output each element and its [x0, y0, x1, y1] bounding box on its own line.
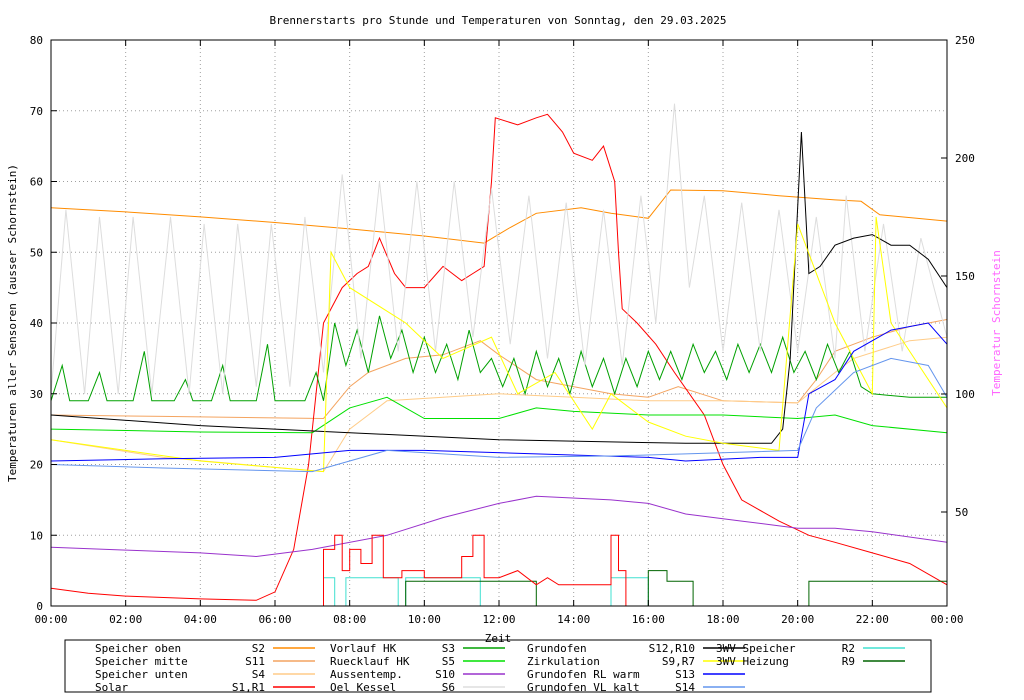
- legend-label: Solar: [95, 681, 128, 694]
- legend-label: Oel Kessel: [330, 681, 396, 694]
- legend-sensor: S13: [675, 668, 695, 681]
- x-tick-label: 10:00: [408, 613, 441, 626]
- x-tick-label: 16:00: [632, 613, 665, 626]
- series-line-grundofen-rl-warm: [50, 322, 948, 462]
- legend-label: Vorlauf HK: [330, 642, 397, 655]
- y2-tick-label: 200: [955, 152, 975, 165]
- x-tick-label: 00:00: [34, 613, 67, 626]
- series-line-oel-kessel: [50, 103, 948, 394]
- legend-sensor: S6: [442, 681, 455, 694]
- y-tick-label: 60: [30, 176, 43, 189]
- y-tick-label: 70: [30, 105, 43, 118]
- legend-sensor: S1,R1: [232, 681, 265, 694]
- legend-sensor: S5: [442, 655, 455, 668]
- legend-label: Speicher oben: [95, 642, 181, 655]
- series-line-3wv-speicher: [323, 577, 649, 607]
- legend-sensor: R9: [842, 655, 855, 668]
- series-line-grundofen: [50, 131, 948, 444]
- x-axis-label: Zeit: [485, 632, 512, 645]
- grid: [51, 40, 947, 606]
- series-lines: [50, 103, 948, 607]
- y-tick-label: 80: [30, 34, 43, 47]
- x-tick-label: 00:00: [930, 613, 963, 626]
- y-tick-label: 0: [36, 600, 43, 613]
- x-tick-label: 04:00: [184, 613, 217, 626]
- y2-axis-label: Temperatur Schornstein: [990, 250, 1003, 396]
- legend-label: Grundofen RL warm: [527, 668, 640, 681]
- legend-label: Speicher unten: [95, 668, 188, 681]
- y-tick-label: 10: [30, 529, 43, 542]
- legend-label: Speicher mitte: [95, 655, 188, 668]
- legend-sensor: R2: [842, 642, 855, 655]
- legend-label: Zirkulation: [527, 655, 600, 668]
- legend-sensor: S10: [435, 668, 455, 681]
- y2-tick-label: 150: [955, 270, 975, 283]
- y2-tick-label: 100: [955, 388, 975, 401]
- y-tick-label: 30: [30, 388, 43, 401]
- legend-sensor: S14: [675, 681, 695, 694]
- legend-label: Aussentemp.: [330, 668, 403, 681]
- x-tick-label: 06:00: [258, 613, 291, 626]
- y-axis-label: Temperaturen aller Sensoren (ausser Scho…: [6, 164, 19, 482]
- legend-sensor: S9,R7: [662, 655, 695, 668]
- x-tick-label: 14:00: [557, 613, 590, 626]
- legend-label: Grundofen: [527, 642, 587, 655]
- series-line-solar: [50, 113, 948, 601]
- legend-sensor: S2: [252, 642, 265, 655]
- legend-sensor: S4: [252, 668, 266, 681]
- series-line-brennerstarts: [323, 534, 627, 606]
- series-line-vorlauf-hk: [50, 315, 947, 402]
- legend-label: Ruecklauf HK: [330, 655, 410, 668]
- series-line-aussentemp-: [50, 495, 948, 558]
- series-line-grundofen-vl-kalt: [50, 357, 948, 473]
- legend-sensor: S3: [442, 642, 455, 655]
- y2-tick-label: 50: [955, 506, 968, 519]
- x-tick-label: 08:00: [333, 613, 366, 626]
- axis-ticks: 0 10 20 30 40 50 60 70 80 00:00 02:00 04:00 06:00 08:…: [30, 34, 975, 626]
- series-line-3wv-heizung: [405, 570, 947, 607]
- x-tick-label: 02:00: [109, 613, 142, 626]
- legend-label: Grundofen VL kalt: [527, 681, 640, 694]
- chart-title: Brennerstarts pro Stunde und Temperature…: [270, 14, 727, 27]
- x-tick-label: 12:00: [482, 613, 515, 626]
- series-line-speicher-unten: [50, 336, 948, 473]
- legend-sensor: S12,R10: [649, 642, 695, 655]
- x-tick-label: 20:00: [781, 613, 814, 626]
- series-line-zirkulation: [50, 216, 948, 473]
- legend: Speicher oben S2 Speicher mitte S11 Speicher…: [95, 642, 905, 694]
- y2-tick-label: 250: [955, 34, 975, 47]
- legend-label: 3WV Heizung: [716, 655, 789, 668]
- series-line-ruecklauf-hk: [50, 396, 948, 434]
- series-line-speicher-oben: [50, 189, 948, 244]
- x-tick-label: 18:00: [706, 613, 739, 626]
- legend-label: 3WV Speicher: [716, 642, 796, 655]
- y-tick-label: 40: [30, 317, 43, 330]
- y-tick-label: 20: [30, 459, 43, 472]
- y-tick-label: 50: [30, 246, 43, 259]
- x-tick-label: 22:00: [856, 613, 889, 626]
- legend-sensor: S11: [245, 655, 265, 668]
